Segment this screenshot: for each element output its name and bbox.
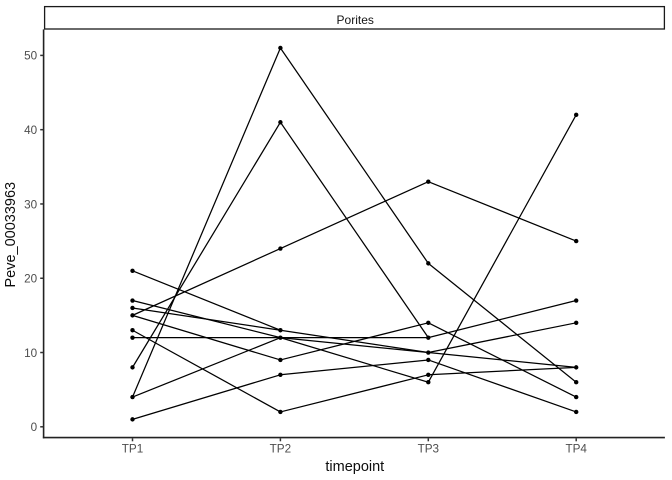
svg-text:TP4: TP4 [565, 442, 587, 455]
svg-text:30: 30 [24, 198, 38, 211]
svg-text:10: 10 [24, 347, 38, 360]
svg-text:0: 0 [31, 421, 38, 434]
svg-text:timepoint: timepoint [325, 459, 384, 475]
svg-text:40: 40 [24, 124, 38, 137]
svg-text:TP2: TP2 [270, 442, 291, 455]
svg-text:Peve_00033963: Peve_00033963 [3, 182, 19, 288]
svg-text:20: 20 [24, 273, 38, 286]
svg-text:TP3: TP3 [418, 442, 439, 455]
svg-text:TP1: TP1 [122, 442, 143, 455]
svg-text:50: 50 [24, 50, 38, 63]
svg-text:Porites: Porites [337, 13, 374, 27]
